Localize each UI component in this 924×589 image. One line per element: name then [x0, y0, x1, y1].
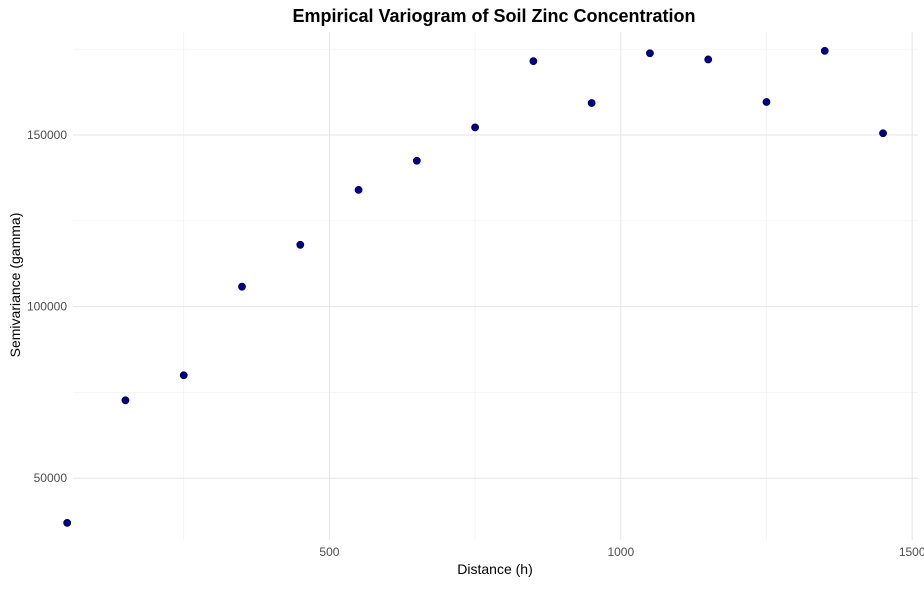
data-point — [879, 129, 887, 138]
data-point — [179, 371, 188, 380]
x-tick-labels: 500 1000 1500 — [319, 545, 924, 559]
data-point — [412, 156, 421, 165]
y-tick-label: 50000 — [34, 471, 68, 485]
data-point — [762, 98, 771, 106]
data-point — [121, 396, 130, 405]
data-point — [238, 282, 246, 291]
data-point — [704, 55, 713, 64]
y-tick-label: 100000 — [27, 300, 67, 314]
grid-layer — [73, 32, 918, 540]
chart-title: Empirical Variogram of Soil Zinc Concent… — [292, 6, 695, 26]
data-point — [354, 185, 363, 194]
data-point — [471, 123, 480, 132]
x-tick-label: 500 — [319, 545, 339, 559]
x-axis-title: Distance (h) — [457, 561, 532, 577]
y-tick-labels: 50000 100000 150000 — [27, 128, 67, 485]
data-point — [296, 240, 305, 249]
data-point — [529, 57, 538, 66]
x-tick-label: 1500 — [899, 545, 924, 559]
y-tick-label: 150000 — [27, 128, 67, 142]
data-point — [63, 518, 72, 527]
data-point — [646, 49, 654, 58]
data-point — [587, 99, 596, 107]
points-layer — [63, 46, 887, 527]
data-point — [820, 46, 829, 55]
y-axis-title: Semivariance (gamma) — [7, 213, 23, 358]
x-tick-label: 1000 — [607, 545, 634, 559]
